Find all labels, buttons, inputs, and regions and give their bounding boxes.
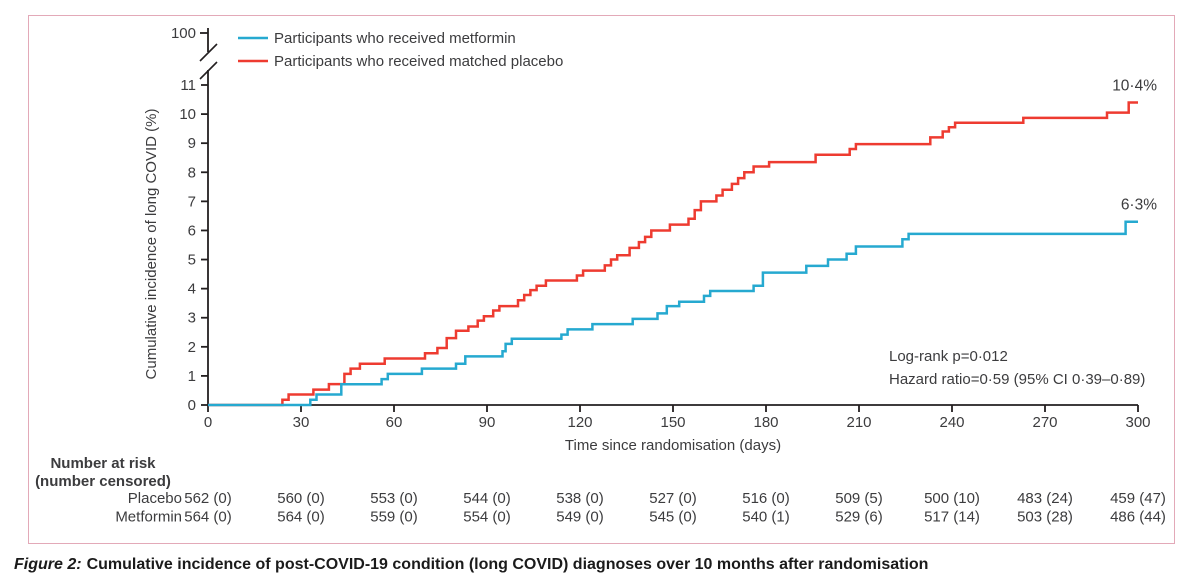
risk-cell-metformin-30: 564 (0) — [277, 509, 325, 526]
risk-cell-metformin-90: 554 (0) — [463, 509, 511, 526]
x-tick-label: 180 — [753, 414, 778, 431]
legend-label-0: Participants who received metformin — [274, 30, 516, 47]
y-tick-label: 10 — [179, 106, 196, 123]
figure-caption-label: Figure 2: — [14, 556, 82, 573]
x-tick-label: 0 — [204, 414, 212, 431]
cumulative-incidence-chart: 100 0 1 2 3 4 5 6 7 8 9 10 11 Cumulative incidence of… — [35, 25, 1166, 526]
risk-cell-metformin-60: 559 (0) — [370, 509, 418, 526]
risk-cell-placebo-270: 483 (24) — [1017, 490, 1073, 507]
y-tick-label: 4 — [188, 281, 196, 298]
curve-placebo — [208, 101, 1138, 407]
risk-cell-metformin-0: 564 (0) — [184, 509, 232, 526]
risk-cell-metformin-240: 517 (14) — [924, 509, 980, 526]
risk-cell-placebo-60: 553 (0) — [370, 490, 418, 507]
y-tick-label: 9 — [188, 135, 196, 152]
x-tick-label: 150 — [660, 414, 685, 431]
x-tick-label: 300 — [1125, 414, 1150, 431]
risk-cell-placebo-240: 500 (10) — [924, 490, 980, 507]
figure-frame — [28, 15, 1175, 544]
risk-cell-metformin-270: 503 (28) — [1017, 509, 1073, 526]
y-tick-label: 7 — [188, 193, 196, 210]
risk-row-label-metformin: Metformin — [115, 509, 182, 526]
y-axis-break-slash — [199, 43, 218, 62]
y-tick-label: 5 — [188, 252, 196, 269]
x-axis-title: Time since randomisation (days) — [565, 437, 781, 454]
risk-table-header-1: Number at risk — [50, 455, 156, 472]
figure-caption-text: Cumulative incidence of post-COVID-19 co… — [86, 556, 929, 573]
end-label-metformin: 6·3% — [1121, 197, 1157, 214]
figure-caption: Figure 2: Cumulative incidence of post-CO… — [14, 556, 1174, 574]
annotation-hazard-ratio: Hazard ratio=0·59 (95% CI 0·39–0·89) — [889, 371, 1145, 388]
risk-cell-placebo-210: 509 (5) — [835, 490, 883, 507]
y-axis-break-slash — [199, 61, 218, 80]
risk-table-header-2: (number censored) — [35, 473, 171, 490]
y-tick-label-100: 100 — [171, 25, 196, 42]
x-tick-label: 30 — [293, 414, 310, 431]
risk-cell-metformin-150: 545 (0) — [649, 509, 697, 526]
x-tick-label: 60 — [386, 414, 403, 431]
annotation-logrank: Log-rank p=0·012 — [889, 348, 1008, 365]
x-tick-label: 240 — [939, 414, 964, 431]
y-tick-label: 3 — [188, 310, 196, 327]
curve-metformin — [208, 220, 1138, 407]
y-tick-label: 8 — [188, 164, 196, 181]
risk-cell-placebo-120: 538 (0) — [556, 490, 604, 507]
risk-cell-placebo-30: 560 (0) — [277, 490, 325, 507]
end-label-placebo: 10·4% — [1112, 77, 1157, 94]
y-tick-label: 1 — [188, 368, 196, 385]
y-tick-label: 2 — [188, 339, 196, 356]
y-tick-label: 6 — [188, 222, 196, 239]
risk-cell-metformin-120: 549 (0) — [556, 509, 604, 526]
x-tick-label: 90 — [479, 414, 496, 431]
risk-cell-placebo-300: 459 (47) — [1110, 490, 1166, 507]
x-tick-label: 120 — [567, 414, 592, 431]
risk-cell-placebo-0: 562 (0) — [184, 490, 232, 507]
legend-label-1: Participants who received matched placeb… — [274, 53, 563, 70]
y-axis-title: Cumulative incidence of long COVID (%) — [143, 109, 160, 380]
y-tick-label: 0 — [188, 397, 196, 414]
x-tick-label: 270 — [1032, 414, 1057, 431]
risk-cell-metformin-180: 540 (1) — [742, 509, 790, 526]
risk-cell-metformin-210: 529 (6) — [835, 509, 883, 526]
x-tick-label: 210 — [846, 414, 871, 431]
risk-row-label-placebo: Placebo — [128, 490, 182, 507]
risk-cell-metformin-300: 486 (44) — [1110, 509, 1166, 526]
y-tick-label: 11 — [180, 77, 196, 94]
risk-cell-placebo-180: 516 (0) — [742, 490, 790, 507]
risk-cell-placebo-90: 544 (0) — [463, 490, 511, 507]
risk-cell-placebo-150: 527 (0) — [649, 490, 697, 507]
